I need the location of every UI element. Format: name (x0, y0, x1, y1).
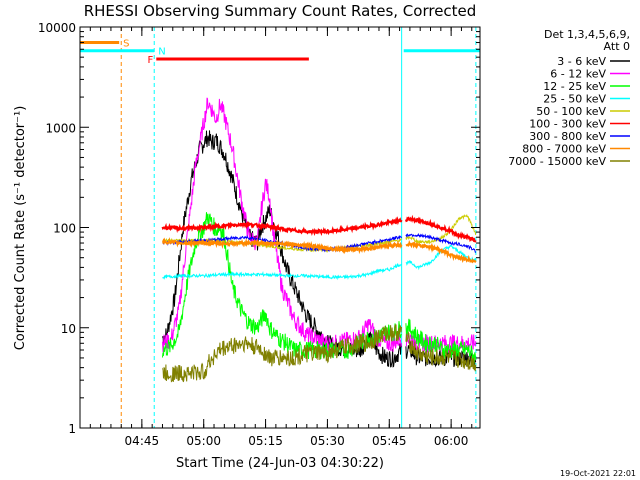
flag-label-N: N (158, 47, 165, 58)
x-tick-label: 05:45 (372, 434, 407, 448)
legend-label-4: 50 - 100 keV (536, 105, 606, 118)
series-line-7 (162, 237, 477, 264)
x-tick-label: 06:00 (434, 434, 469, 448)
footer-timestamp: 19-Oct-2021 22:01 (560, 469, 636, 478)
legend-label-0: 3 - 6 keV (557, 55, 606, 68)
y-axis-label: Corrected Count Rate (s⁻¹ detector⁻¹) (13, 106, 28, 351)
flag-label-F: F (148, 55, 154, 66)
series-line-3 (162, 244, 477, 281)
legend-label-8: 7000 - 15000 keV (508, 155, 606, 168)
legend-label-3: 25 - 50 keV (543, 93, 606, 106)
y-tick-label: 1 (68, 422, 76, 436)
x-axis-label: Start Time (24-Jun-03 04:30:22) (176, 456, 384, 471)
legend-header-attenuator: Att 0 (604, 40, 630, 53)
plot-area: S NF (79, 26, 481, 429)
y-tick-labels: 1 10 100 1000 10000 (38, 21, 76, 436)
x-tick-label: 04:45 (125, 434, 160, 448)
legend-label-2: 12 - 25 keV (543, 80, 606, 93)
legend-label-6: 300 - 800 keV (529, 130, 606, 143)
legend-label-5: 100 - 300 keV (529, 118, 606, 131)
flag-label-S: S (123, 39, 129, 50)
x-tick-label: 05:30 (310, 434, 345, 448)
series-line-5 (161, 214, 477, 243)
x-tick-labels: 04:45 05:00 05:15 05:30 05:45 06:00 (125, 434, 469, 448)
y-tick-label: 10000 (38, 21, 76, 35)
chart-title: RHESSI Observing Summary Count Rates, Co… (84, 2, 477, 20)
legend-label-1: 6 - 12 keV (550, 68, 606, 81)
x-tick-label: 05:00 (186, 434, 221, 448)
y-tick-label: 10 (61, 322, 76, 336)
legend-label-7: 800 - 7000 keV (522, 143, 606, 156)
y-tick-label: 100 (53, 222, 76, 236)
legend-header-detectors: Det 1,3,4,5,6,9, (544, 28, 630, 41)
y-tick-label: 1000 (45, 121, 76, 135)
series-line-8 (162, 324, 477, 383)
x-tick-label: 05:15 (248, 434, 283, 448)
